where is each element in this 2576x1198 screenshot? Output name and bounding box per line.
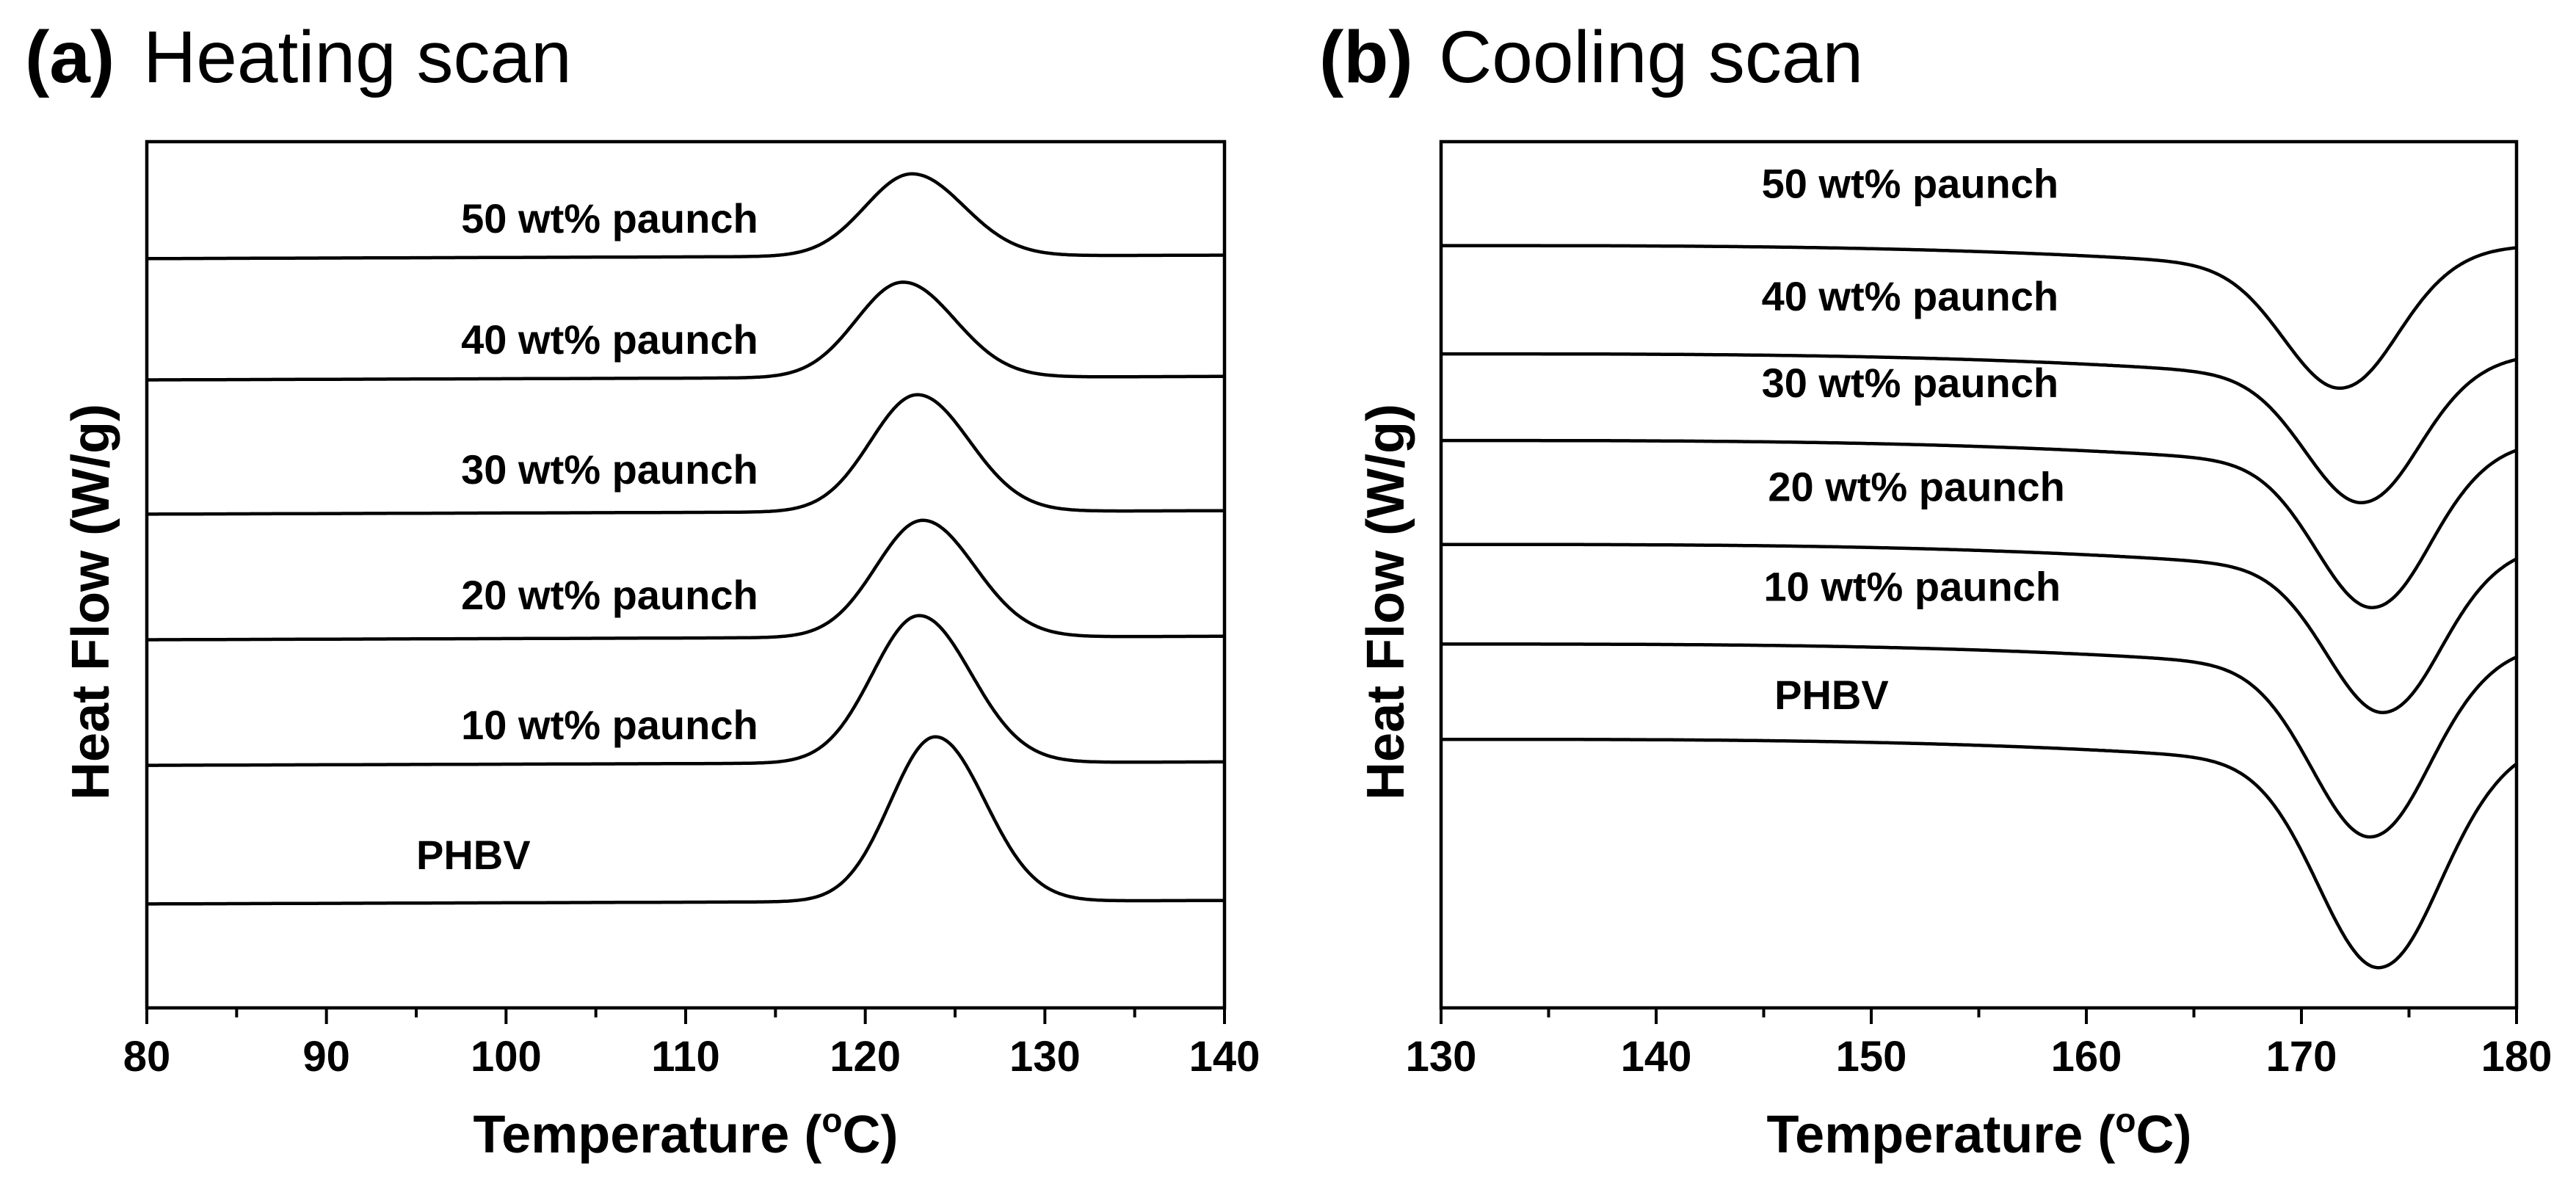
panel-a-ylabel: Heat Flow (W/g) <box>62 404 120 800</box>
cooling-x-tick-label: 180 <box>2481 1033 2553 1081</box>
heating-curve-1 <box>147 172 1224 261</box>
cooling-series-label-1: 50 wt% paunch <box>1762 161 2059 207</box>
panel-b-ylabel: Heat Flow (W/g) <box>1357 404 1415 800</box>
heating-curve-2 <box>147 280 1224 382</box>
heating-x-tick-label: 110 <box>651 1033 720 1081</box>
heating-x-tick-label: 80 <box>123 1033 171 1081</box>
cooling-x-tick-label: 150 <box>1836 1033 1907 1081</box>
heating-curve-3 <box>147 393 1224 516</box>
panel-b-title: Cooling scan <box>1439 16 1863 98</box>
heating-series-label-2: 40 wt% paunch <box>461 316 758 363</box>
heating-series-label-5: 10 wt% paunch <box>461 702 758 748</box>
cooling-curve-3 <box>1441 438 2517 609</box>
heating-series-label-3: 30 wt% paunch <box>461 446 758 493</box>
cooling-series-label-4: 20 wt% paunch <box>1768 464 2065 510</box>
heating-plot-area: 80 90 100 110 120 130 140 50 wt% paunch 40 wt% p… <box>123 139 1260 1081</box>
cooling-curve-2 <box>1441 352 2517 505</box>
cooling-series-label-2: 40 wt% paunch <box>1762 273 2059 319</box>
heating-series-label-6: PHBV <box>416 832 531 878</box>
cooling-x-tick-label: 130 <box>1406 1033 1477 1081</box>
cooling-curve-4 <box>1441 542 2518 714</box>
panel-a-letter: (a) <box>25 16 115 98</box>
panel-b-xlabel: Temperature (oC) <box>1767 1101 2192 1164</box>
cooling-curve-1 <box>1441 244 2517 391</box>
heating-x-tick-label: 140 <box>1189 1033 1260 1081</box>
cooling-x-tick-label: 140 <box>1621 1033 1692 1081</box>
cooling-curve-6 <box>1441 737 2518 970</box>
cooling-x-tick-label: 160 <box>2051 1033 2122 1081</box>
panel-b-letter: (b) <box>1319 16 1413 98</box>
heating-x-tick-label: 120 <box>830 1033 901 1081</box>
heating-series-label-1: 50 wt% paunch <box>461 195 758 242</box>
cooling-series-label-5: 10 wt% paunch <box>1764 563 2061 609</box>
cooling-series-label-6: PHBV <box>1774 672 1889 718</box>
heating-scan-panel: (a) Heating scan Heat Flow (W/g) Tempera… <box>25 16 1260 1164</box>
heating-series-label-4: 20 wt% paunch <box>461 572 758 618</box>
heating-curve-5 <box>147 614 1224 767</box>
panel-a-title: Heating scan <box>143 16 572 98</box>
cooling-curve-5 <box>1441 642 2517 839</box>
heating-x-tick-label: 90 <box>302 1033 350 1081</box>
cooling-plot-area: 130 140 150 160 170 180 50 wt% paunch 40 wt% pa… <box>1406 139 2553 1081</box>
heating-curve-6 <box>147 735 1224 906</box>
heating-x-tick-label: 130 <box>1009 1033 1081 1081</box>
heating-curve-4 <box>147 518 1224 642</box>
cooling-x-tick-label: 170 <box>2266 1033 2337 1081</box>
panel-a-xlabel: Temperature (oC) <box>474 1101 899 1164</box>
cooling-series-label-3: 30 wt% paunch <box>1762 360 2059 406</box>
cooling-scan-panel: (b) Cooling scan Heat Flow (W/g) Tempera… <box>1319 16 2552 1164</box>
heating-x-tick-label: 100 <box>471 1033 542 1081</box>
